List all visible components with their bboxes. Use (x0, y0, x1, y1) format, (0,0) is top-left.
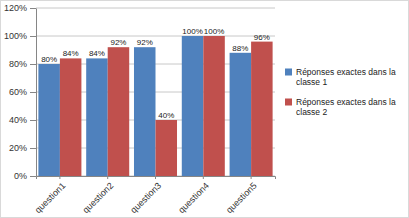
bar (182, 36, 204, 176)
grid-line (36, 36, 275, 37)
y-axis: 0% 20% 40% 60% 80% 100% 120% (4, 3, 37, 181)
x-axis: question1 question2 question3 question4 ques… (33, 176, 276, 215)
data-label: 84% (63, 49, 79, 58)
x-tick-mark (203, 176, 204, 179)
series-bars (60, 36, 273, 176)
chart-frame (1, 1, 409, 218)
data-label: 92% (110, 38, 126, 47)
bar (86, 58, 108, 176)
bars (38, 36, 272, 176)
y-axis-line (36, 9, 37, 177)
bar (230, 53, 252, 176)
legend-label: Réponses exactes dans la classe 2 (296, 97, 398, 117)
plot: 0% 20% 40% 60% 80% 100% 120% 80% 84% 92% 100% 88% 84… (4, 3, 276, 215)
y-tick: 0% (14, 171, 36, 181)
x-tick: question3 (128, 176, 163, 215)
bar (60, 58, 82, 176)
y-tick-label: 100% (4, 31, 27, 41)
x-tick-label: question4 (176, 181, 211, 216)
x-tick-mark (59, 176, 60, 179)
y-tick: 60% (9, 87, 36, 97)
y-tick-label: 20% (9, 143, 27, 153)
y-tick: 100% (4, 31, 36, 41)
x-tick: question4 (176, 176, 211, 215)
data-label: 96% (254, 33, 270, 42)
data-labels: 80% 84% 92% 100% 88% 84% 92% 40% 100% 96% (41, 27, 270, 120)
data-label: 100% (204, 27, 224, 36)
bar (203, 36, 225, 176)
y-tick-mark (30, 8, 36, 9)
series-bars (38, 36, 251, 176)
bar (108, 47, 130, 176)
chart: 0% 20% 40% 60% 80% 100% 120% 80% 84% 92% 100% 88% 84… (0, 0, 409, 218)
x-tick: question2 (81, 176, 116, 215)
legend-item: Réponses exactes dans la classe 2 (285, 97, 398, 117)
y-tick-mark (30, 64, 36, 65)
y-tick-label: 60% (9, 87, 27, 97)
data-label: 84% (89, 49, 105, 58)
data-label: 100% (182, 27, 202, 36)
data-label: 88% (232, 44, 248, 53)
grid-line (36, 8, 275, 9)
data-label: 80% (41, 55, 57, 64)
x-tick: question1 (33, 176, 68, 215)
legend-swatch (285, 99, 292, 106)
grid (36, 8, 275, 176)
y-tick-mark (30, 36, 36, 37)
y-tick-mark (30, 148, 36, 149)
y-tick-label: 40% (9, 115, 27, 125)
legend-swatch (285, 69, 292, 76)
x-tick-mark (107, 176, 108, 179)
x-tick: question5 (224, 176, 259, 215)
y-tick-mark (30, 120, 36, 121)
x-tick-mark (251, 176, 252, 179)
bar (156, 120, 178, 176)
y-tick-mark (30, 176, 36, 177)
legend-label: Réponses exactes dans la classe 1 (296, 67, 398, 87)
x-tick-label: question3 (128, 181, 163, 216)
x-axis-line (37, 177, 276, 180)
x-tick-label: question1 (33, 181, 68, 216)
x-tick-label: question5 (224, 181, 259, 216)
y-tick: 120% (4, 3, 36, 13)
y-tick: 20% (9, 143, 36, 153)
bar (134, 47, 156, 176)
y-tick-label: 120% (4, 3, 27, 13)
x-tick-mark (155, 176, 156, 179)
data-label: 92% (137, 38, 153, 47)
bar (251, 42, 273, 176)
legend: Réponses exactes dans la classe 1 Réponse… (285, 67, 398, 117)
legend-item: Réponses exactes dans la classe 1 (285, 67, 398, 87)
y-tick: 40% (9, 115, 36, 125)
y-tick-mark (30, 92, 36, 93)
x-tick-label: question2 (81, 181, 116, 216)
y-tick-label: 0% (14, 171, 27, 181)
data-label: 40% (158, 111, 174, 120)
y-tick-label: 80% (9, 59, 27, 69)
bar (38, 64, 60, 176)
y-tick: 80% (9, 59, 36, 69)
